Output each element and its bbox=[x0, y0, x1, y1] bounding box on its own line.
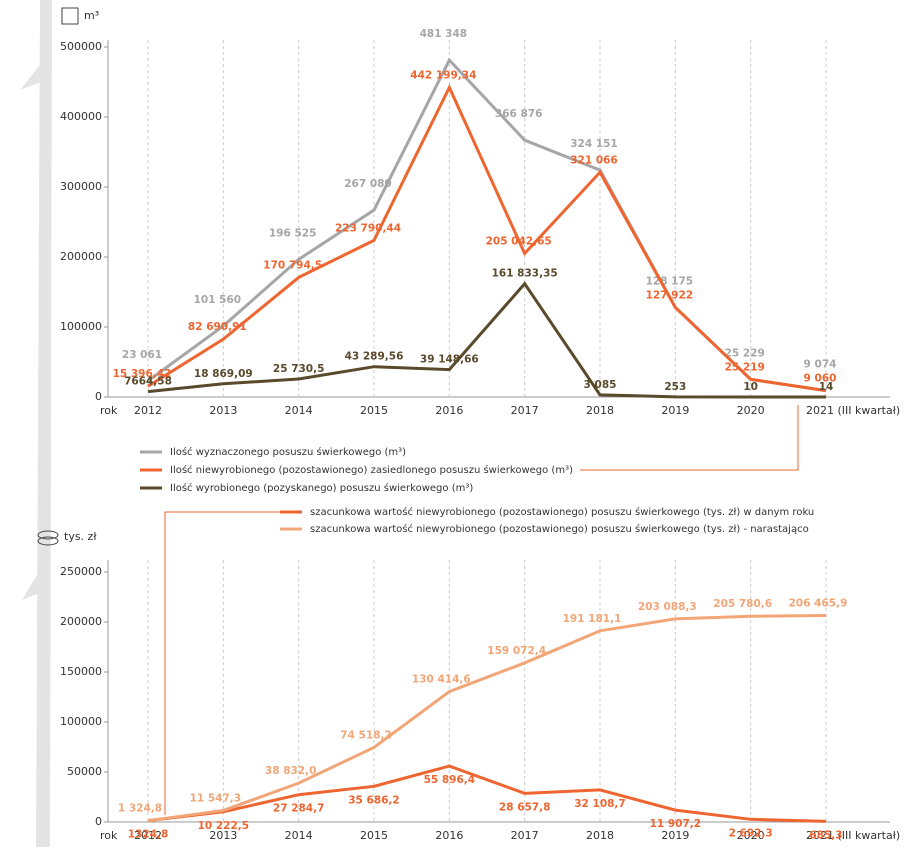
connector-arrow bbox=[165, 512, 280, 815]
value-label: 1 324,8 bbox=[118, 803, 162, 815]
value-label: 127 922 bbox=[646, 289, 694, 301]
value-label: 7664,58 bbox=[124, 376, 172, 388]
value-label: 130 414,6 bbox=[412, 674, 471, 686]
value-label: 11 547,3 bbox=[190, 792, 241, 804]
value-label: 39 148,66 bbox=[420, 354, 479, 366]
x-tick-label: 2021 (III kwartał) bbox=[806, 404, 900, 417]
x-tick-label: 2016 bbox=[435, 404, 463, 417]
x-tick-label: 2016 bbox=[435, 829, 463, 842]
infographic: m³rok01000002000003000004000005000002012… bbox=[0, 0, 907, 847]
legend-label: Ilość wyznaczonego posuszu świerkowego (… bbox=[170, 446, 406, 458]
y-tick-label: 200000 bbox=[60, 250, 102, 263]
y-tick-label: 300000 bbox=[60, 180, 102, 193]
value-label: 25 219 bbox=[725, 361, 765, 373]
x-tick-label: 2012 bbox=[134, 404, 162, 417]
value-label: 74 518,2 bbox=[340, 729, 391, 741]
x-tick-label: 2013 bbox=[209, 404, 237, 417]
y-tick-label: 100000 bbox=[60, 320, 102, 333]
value-label: 27 284,7 bbox=[273, 803, 324, 815]
x-tick-label: 2015 bbox=[360, 829, 388, 842]
value-label: 3 085 bbox=[584, 379, 617, 391]
value-label: 206 465,9 bbox=[789, 598, 848, 610]
value-label: 25 730,5 bbox=[273, 363, 324, 375]
y-tick-label: 400000 bbox=[60, 110, 102, 123]
x-axis-title: rok bbox=[100, 404, 118, 417]
value-label: 18 869,09 bbox=[194, 368, 253, 380]
x-tick-label: 2014 bbox=[285, 829, 313, 842]
legend-label: szacunkowa wartość niewyrobionego (pozos… bbox=[310, 523, 809, 535]
value-label: 205 780,6 bbox=[713, 598, 772, 610]
value-label: 205 042,65 bbox=[486, 235, 552, 247]
x-tick-label: 2018 bbox=[586, 829, 614, 842]
value-label: 11 907,2 bbox=[650, 818, 701, 830]
value-label: 191 181,1 bbox=[563, 613, 622, 625]
legend-label: Ilość wyrobionego (pozyskanego) posuszu … bbox=[170, 482, 473, 494]
value-label: 223 790,44 bbox=[335, 222, 401, 234]
y-tick-label: 0 bbox=[95, 815, 102, 828]
y-tick-label: 100000 bbox=[60, 715, 102, 728]
value-label: 324 151 bbox=[570, 138, 618, 150]
value-label: 43 289,56 bbox=[345, 351, 404, 363]
y-axis-unit: tys. zł bbox=[64, 530, 97, 543]
value-label: 267 080 bbox=[344, 178, 392, 190]
value-label: 38 832,0 bbox=[265, 765, 316, 777]
value-label: 1324,8 bbox=[128, 829, 169, 841]
value-label: 2 692,3 bbox=[729, 827, 773, 839]
y-tick-label: 50000 bbox=[67, 765, 102, 778]
value-label: 10 bbox=[743, 381, 758, 393]
legend-label: szacunkowa wartość niewyrobionego (pozos… bbox=[310, 506, 814, 518]
value-label: 25 229 bbox=[725, 347, 765, 359]
value-label: 28 657,8 bbox=[499, 801, 550, 813]
x-axis-title: rok bbox=[100, 829, 118, 842]
value-label: 9 074 bbox=[804, 359, 837, 371]
data-line bbox=[148, 766, 826, 821]
x-tick-label: 2020 bbox=[737, 404, 765, 417]
x-tick-label: 2015 bbox=[360, 404, 388, 417]
value-label: 10 222,5 bbox=[198, 820, 249, 832]
value-label: 196 525 bbox=[269, 227, 317, 239]
value-label: 23 061 bbox=[122, 349, 162, 361]
x-tick-label: 2017 bbox=[511, 404, 539, 417]
y-tick-label: 0 bbox=[95, 390, 102, 403]
value-label: 55 896,4 bbox=[424, 774, 475, 786]
value-label: 170 794,5 bbox=[263, 259, 322, 271]
value-label: 161 833,35 bbox=[492, 268, 558, 280]
value-label: 32 108,7 bbox=[574, 798, 625, 810]
value-label: 481 348 bbox=[420, 28, 468, 40]
value-label: 35 686,2 bbox=[348, 794, 399, 806]
data-line bbox=[148, 60, 826, 391]
value-label: 321 066 bbox=[570, 154, 618, 166]
tree-decoration bbox=[36, 0, 52, 847]
x-tick-label: 2017 bbox=[511, 829, 539, 842]
unit-icon bbox=[62, 8, 78, 24]
x-tick-label: 2018 bbox=[586, 404, 614, 417]
legend-label: Ilość niewyrobionego (pozostawionego) za… bbox=[170, 464, 573, 476]
x-tick-label: 2019 bbox=[661, 404, 689, 417]
value-label: 101 560 bbox=[194, 294, 242, 306]
y-tick-label: 500000 bbox=[60, 40, 102, 53]
value-label: 128 175 bbox=[646, 275, 694, 287]
value-label: 159 072,4 bbox=[487, 645, 546, 657]
value-label: 82 690,91 bbox=[188, 321, 247, 333]
x-tick-label: 2014 bbox=[285, 404, 313, 417]
value-label: 253 bbox=[664, 381, 686, 393]
y-tick-label: 200000 bbox=[60, 615, 102, 628]
value-label: 366 876 bbox=[495, 108, 543, 120]
value-label: 203 088,3 bbox=[638, 601, 697, 613]
value-label: 685,3 bbox=[809, 829, 842, 841]
value-label: 442 199,34 bbox=[410, 69, 476, 81]
value-label: 14 bbox=[819, 381, 834, 393]
x-tick-label: 2019 bbox=[661, 829, 689, 842]
y-axis-unit: m³ bbox=[84, 9, 99, 22]
y-tick-label: 150000 bbox=[60, 665, 102, 678]
y-tick-label: 250000 bbox=[60, 565, 102, 578]
